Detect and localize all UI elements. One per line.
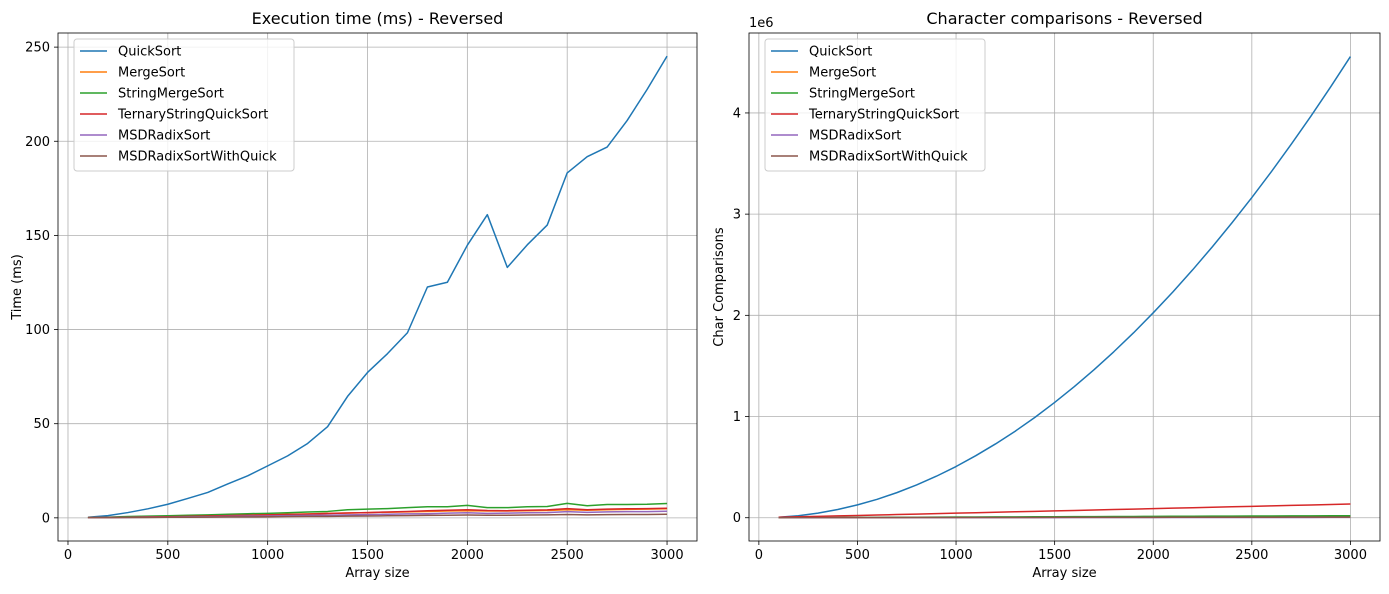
y-axis-label: Char Comparisons bbox=[712, 227, 727, 347]
y-tick-label: 2 bbox=[733, 309, 741, 324]
x-tick-label: 0 bbox=[64, 548, 72, 563]
y-tick-label: 200 bbox=[25, 135, 50, 150]
x-tick-label: 500 bbox=[845, 548, 870, 563]
x-tick-label: 2500 bbox=[551, 548, 584, 563]
legend-label: TernaryStringQuickSort bbox=[808, 108, 959, 123]
y-tick-label: 150 bbox=[25, 229, 50, 244]
x-tick-label: 2500 bbox=[1235, 548, 1268, 563]
legend-label: StringMergeSort bbox=[809, 87, 915, 102]
y-tick-label: 50 bbox=[33, 417, 50, 432]
y-tick-label: 3 bbox=[733, 208, 741, 223]
legend-label: QuickSort bbox=[809, 45, 872, 60]
legend-label: QuickSort bbox=[118, 45, 181, 60]
y-tick-label: 0 bbox=[733, 511, 741, 526]
x-axis-label: Array size bbox=[345, 566, 409, 581]
y-tick-label: 100 bbox=[25, 323, 50, 338]
legend-label: MergeSort bbox=[809, 66, 876, 81]
x-tick-label: 1000 bbox=[251, 548, 284, 563]
x-tick-label: 0 bbox=[755, 548, 763, 563]
y-tick-label: 4 bbox=[733, 106, 741, 121]
legend-label: MSDRadixSortWithQuick bbox=[118, 150, 277, 165]
x-tick-label: 1000 bbox=[940, 548, 973, 563]
x-tick-label: 500 bbox=[155, 548, 180, 563]
legend-label: MergeSort bbox=[118, 66, 185, 81]
legend-label: MSDRadixSort bbox=[118, 129, 210, 144]
legend-label: MSDRadixSortWithQuick bbox=[809, 150, 968, 165]
y-tick-label: 0 bbox=[42, 511, 50, 526]
chart-panel-1: 0 500 1000 1500 2000 2500 3000 0 50 100 150 200 250 E… bbox=[10, 9, 697, 581]
series-line-msdradixsortwithquick bbox=[779, 517, 1351, 518]
legend-label: MSDRadixSort bbox=[809, 129, 901, 144]
legend-label: TernaryStringQuickSort bbox=[117, 108, 268, 123]
y-tick-label: 1 bbox=[733, 410, 741, 425]
x-tick-label: 2000 bbox=[451, 548, 484, 563]
x-tick-label: 3000 bbox=[651, 548, 684, 563]
y-tick-label: 250 bbox=[25, 41, 50, 56]
chart-title: Execution time (ms) - Reversed bbox=[252, 9, 504, 28]
x-tick-label: 1500 bbox=[351, 548, 384, 563]
x-tick-label: 3000 bbox=[1334, 548, 1367, 563]
x-axis-label: Array size bbox=[1032, 566, 1096, 581]
y-offset-label: 1e6 bbox=[749, 16, 774, 31]
y-axis-label: Time (ms) bbox=[10, 254, 25, 321]
x-tick-label: 1500 bbox=[1038, 548, 1071, 563]
legend-label: StringMergeSort bbox=[118, 87, 224, 102]
x-tick-label: 2000 bbox=[1137, 548, 1170, 563]
chart-title: Character comparisons - Reversed bbox=[926, 9, 1202, 28]
chart-panel-2: 0 500 1000 1500 2000 2500 3000 0 1 2 3 4 Character c… bbox=[712, 9, 1380, 581]
